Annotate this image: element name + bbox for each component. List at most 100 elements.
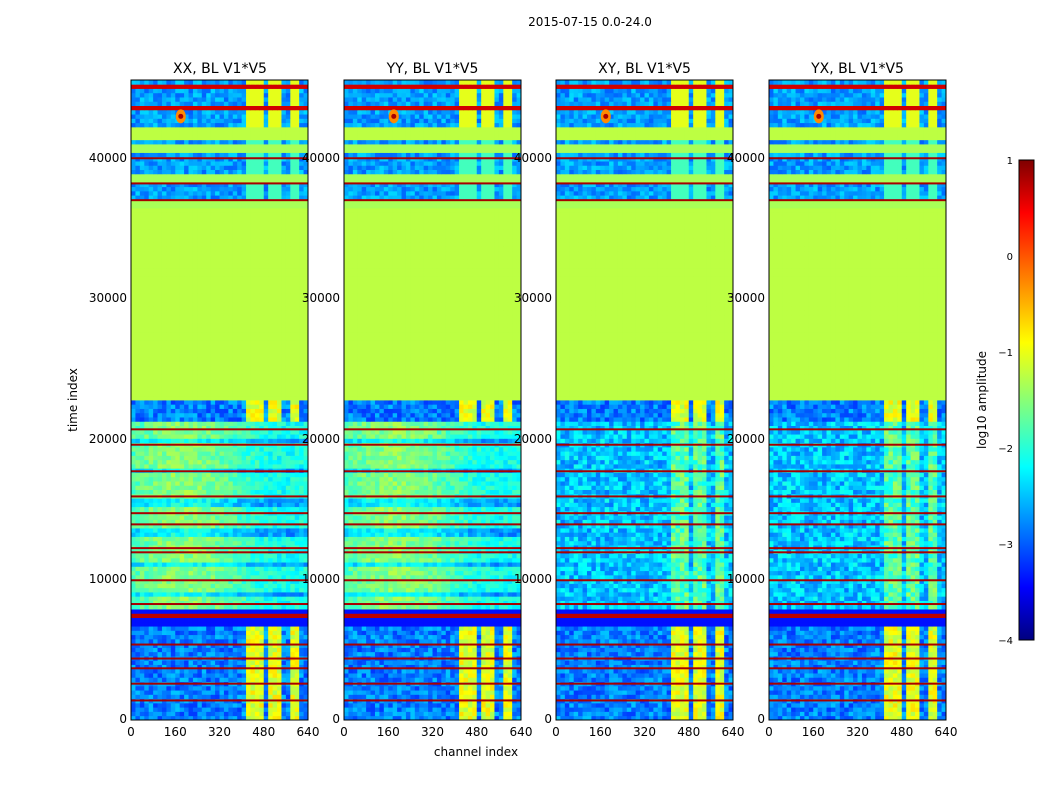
heat-cell [241, 327, 247, 333]
heat-cell [148, 528, 154, 533]
heat-cell [170, 327, 176, 333]
heat-cell [175, 707, 181, 712]
heat-cell [210, 327, 216, 333]
heat-cell [179, 702, 185, 708]
heat-cell [299, 348, 304, 354]
heat-cell [188, 613, 194, 618]
heat-cell [241, 464, 247, 469]
heat-cell [285, 318, 291, 324]
heat-cell [232, 574, 238, 580]
heat-cell [184, 254, 189, 260]
heat-cell [184, 455, 189, 461]
heat-cell [188, 203, 194, 209]
heat-cell [157, 694, 163, 700]
heat-cell [277, 404, 282, 409]
heat-cell [299, 485, 304, 490]
heat-cell [268, 481, 273, 486]
heat-cell [228, 536, 234, 542]
heat-cell [219, 348, 225, 354]
heat-cell [259, 233, 265, 239]
heat-cell [228, 408, 234, 414]
heat-cell [206, 301, 212, 307]
heat-cell [232, 250, 238, 256]
heat-cell [184, 203, 189, 209]
heat-cell [223, 434, 229, 439]
heat-cell [197, 357, 203, 362]
heat-cell [206, 357, 212, 362]
heat-cell [210, 523, 216, 529]
heat-cell [157, 476, 163, 482]
heat-cell [161, 690, 167, 695]
heat-cell [148, 660, 154, 665]
heat-cell [131, 446, 136, 452]
heat-cell [144, 438, 150, 444]
heat-cell [175, 711, 181, 717]
heat-cell [153, 673, 158, 678]
heat-cell [277, 579, 282, 584]
heat-cell [294, 434, 300, 439]
heat-cell [228, 246, 234, 252]
heat-cell [303, 297, 309, 303]
heat-cell [175, 617, 181, 623]
heat-cell [184, 297, 189, 303]
heat-cell [281, 203, 287, 209]
heat-cell [263, 378, 269, 384]
panel-xx: XX, BL V1*V5 0 160 320 480 640 0 10000 2… [89, 61, 320, 739]
heat-cell [268, 613, 273, 618]
heat-cell [237, 216, 243, 222]
heat-cell [254, 408, 260, 414]
heat-cell [223, 212, 229, 217]
heat-cell [263, 242, 269, 247]
heat-cell [285, 617, 291, 623]
heat-cell [294, 647, 300, 653]
heat-cell [263, 429, 269, 435]
heat-cell [197, 365, 203, 371]
heat-cell [215, 515, 220, 520]
heat-cell [246, 557, 251, 563]
heat-cell [223, 229, 229, 234]
heat-cell [281, 314, 287, 320]
heat-cell [294, 472, 300, 478]
heat-cell [215, 331, 220, 337]
heat-cell [131, 570, 136, 576]
heat-cell [184, 306, 189, 311]
heat-cell [254, 348, 260, 354]
heat-cell [206, 566, 212, 572]
heat-cell [197, 476, 203, 482]
heat-cell [192, 331, 198, 337]
heat-cell [250, 630, 256, 636]
heat-cell [161, 289, 167, 294]
heat-cell [237, 587, 243, 593]
heat-cell [139, 404, 145, 409]
heat-cell [161, 263, 167, 269]
heat-cell [294, 566, 300, 572]
heat-cell [281, 434, 287, 439]
heat-cell [281, 660, 287, 665]
heat-cell [223, 600, 229, 606]
heat-cell [303, 378, 309, 384]
heat-cell [281, 685, 287, 691]
heat-cell [184, 263, 189, 269]
heat-cell [188, 348, 194, 354]
heat-cell [175, 600, 181, 606]
heat-cell [201, 391, 207, 397]
heat-cell [153, 574, 158, 580]
heat-cell [263, 459, 269, 465]
heat-cell [161, 348, 167, 354]
heat-cell [201, 540, 207, 546]
heat-cell [237, 195, 243, 200]
heat-cell [299, 272, 304, 277]
heat-cell [139, 242, 145, 247]
heat-cell [201, 280, 207, 286]
heat-cell [215, 609, 220, 614]
heat-cell [232, 647, 238, 653]
heat-cell [246, 365, 251, 371]
heat-cell [166, 353, 172, 358]
heat-cell [246, 519, 251, 525]
heat-cell [197, 378, 203, 384]
heat-cell [250, 259, 256, 264]
heat-cell [241, 536, 247, 542]
heat-cell [268, 553, 273, 559]
heat-cell [188, 519, 194, 525]
heat-cell [161, 382, 167, 388]
